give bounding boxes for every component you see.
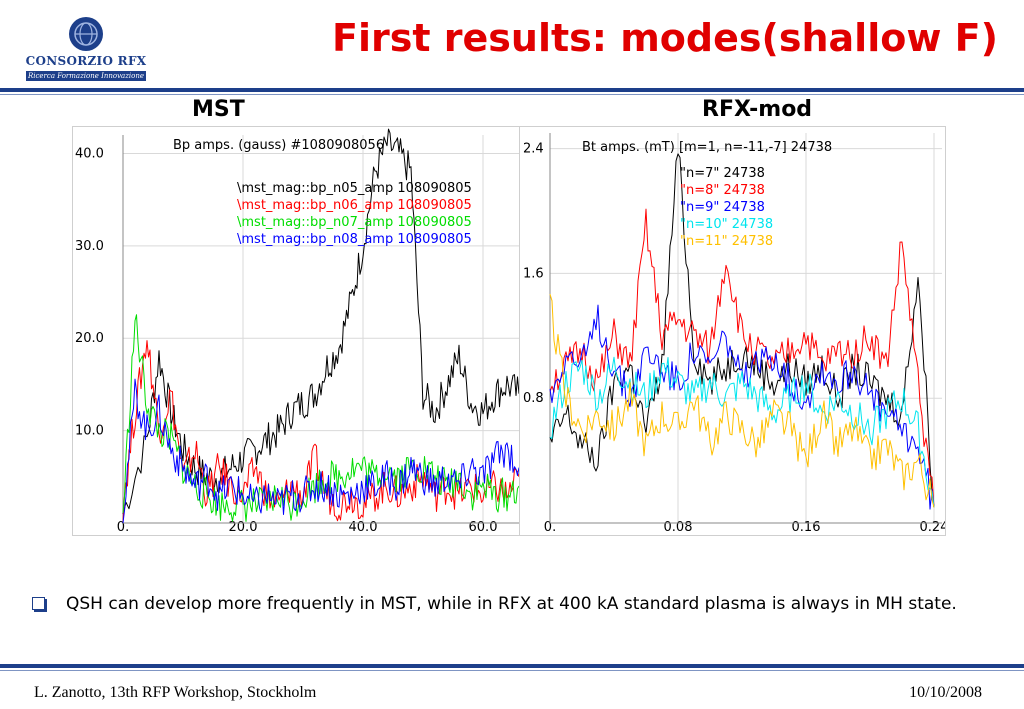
bottom-divider (0, 664, 1024, 668)
x-tick-label: 60.0 (469, 520, 498, 535)
consorzio-rfx-logo: CONSORZIO RFX Ricerca Formazione Innovaz… (22, 14, 150, 84)
x-tick-label: 20.0 (229, 520, 258, 535)
series-line-3 (122, 378, 520, 524)
legend-entry: "n=7" 24738 (680, 166, 765, 181)
legend-entry: "n=10" 24738 (680, 217, 773, 232)
chart-svg-1: 0.8 1.6 2.4 0. 0.08 0.16 0.24 Bt amps. (mT) [m=… (523, 133, 945, 535)
series-line-1 (122, 340, 520, 522)
y-tick-label: 20.0 (75, 331, 104, 346)
series-line-4 (549, 293, 935, 508)
legend-entry: "n=8" 24738 (680, 183, 765, 198)
x-tick-label: 0. (544, 520, 556, 535)
series-line-1 (549, 208, 935, 508)
globe-icon (69, 17, 103, 51)
y-tick-label: 40.0 (75, 146, 104, 161)
legend-entry: \mst_mag::bp_n06_amp 108090805 (237, 198, 472, 213)
x-tick-label: 0.24 (920, 520, 945, 535)
slide-title: First results: modes(shallow F) (332, 16, 998, 60)
x-tick-label: 0.08 (664, 520, 693, 535)
logo-subtext: Ricerca Formazione Innovazione (26, 71, 146, 81)
x-tick-label: 0. (117, 520, 129, 535)
rfx-chart: 0.8 1.6 2.4 0. 0.08 0.16 0.24 Bt amps. (mT) [m=… (519, 126, 946, 536)
legend-entry: \mst_mag::bp_n08_amp 108090805 (237, 232, 472, 247)
y-tick-label: 1.6 (523, 266, 544, 281)
mst-chart: 10.0 20.0 30.0 40.0 0. 20.0 40.0 60.0 Bp amps. (… (72, 126, 522, 536)
x-tick-label: 0.16 (792, 520, 821, 535)
bottom-divider-thin (0, 670, 1024, 671)
legend-entry: \mst_mag::bp_n07_amp 108090805 (237, 215, 472, 230)
chart-svg-0: 10.0 20.0 30.0 40.0 0. 20.0 40.0 60.0 Bp amps. (… (75, 128, 520, 535)
top-divider-thin (0, 94, 1024, 95)
footer-date: 10/10/2008 (909, 684, 982, 701)
x-tick-label: 40.0 (349, 520, 378, 535)
y-tick-label: 30.0 (75, 239, 104, 254)
y-tick-label: 2.4 (523, 142, 544, 157)
logo-text: CONSORZIO RFX (25, 54, 147, 68)
series-line-2 (122, 314, 520, 522)
legend-entry: "n=9" 24738 (680, 200, 765, 215)
legend-entry: \mst_mag::bp_n05_amp 108090805 (237, 181, 472, 196)
checkbox-bullet-icon (32, 597, 45, 610)
panel-label-mst: MST (192, 97, 245, 122)
top-divider (0, 88, 1024, 92)
legend-entry: "n=11" 24738 (680, 234, 773, 249)
footer-author: L. Zanotto, 13th RFP Workshop, Stockholm (34, 684, 317, 701)
bullet-text: QSH can develop more frequently in MST, … (66, 594, 957, 614)
y-tick-label: 10.0 (75, 424, 104, 439)
y-tick-label: 0.8 (523, 391, 544, 406)
chart-title: Bp amps. (gauss) #1080908056 (173, 138, 384, 153)
series-line-2 (549, 304, 935, 510)
series-line-3 (549, 356, 935, 508)
chart-title: Bt amps. (mT) [m=1, n=-11,-7] 24738 (582, 140, 832, 155)
panel-label-rfx: RFX-mod (702, 97, 813, 122)
